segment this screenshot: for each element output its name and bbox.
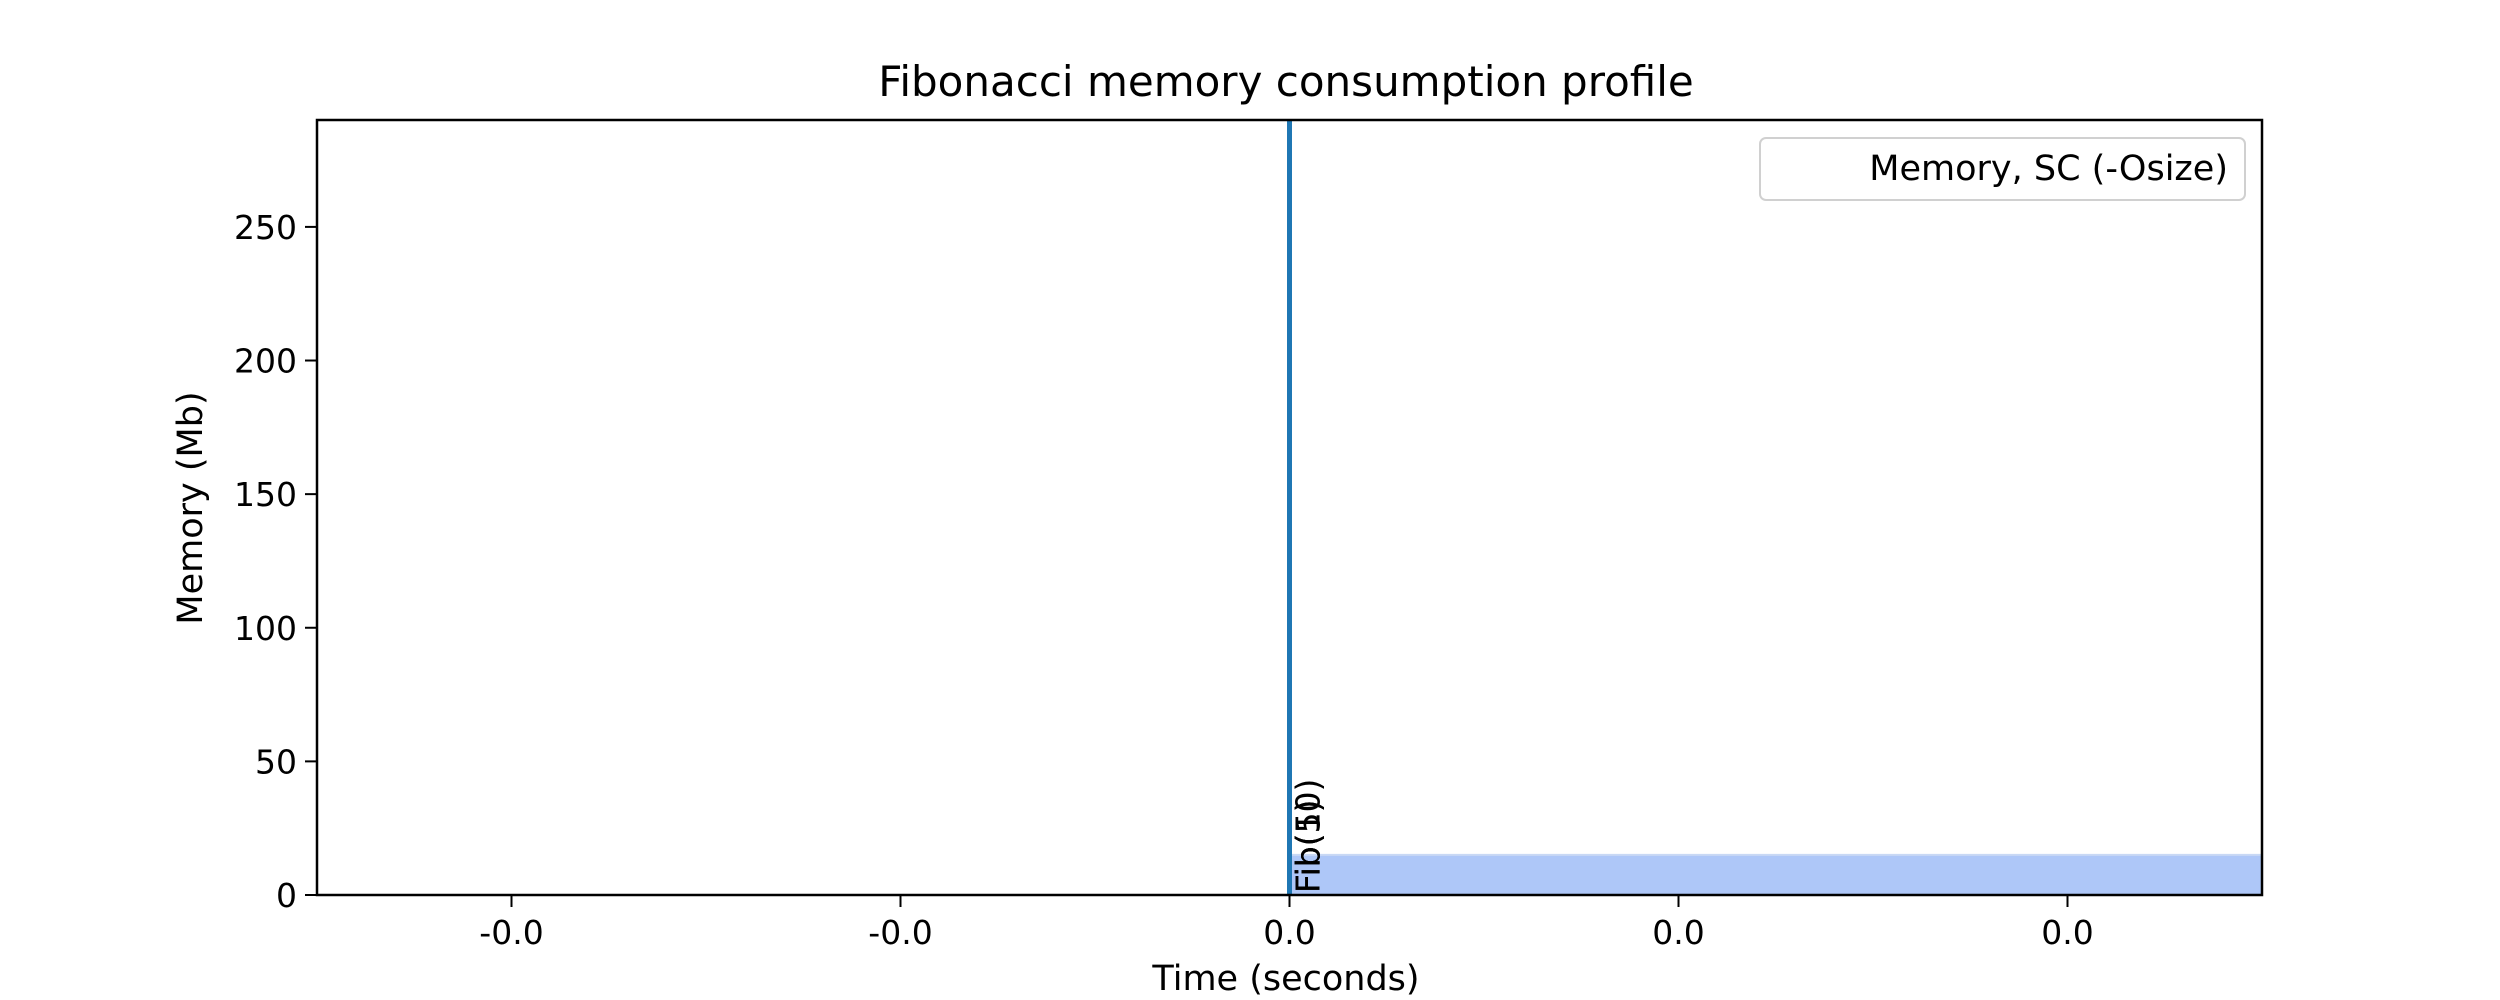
- x-tick-label: 0.0: [1652, 913, 1704, 952]
- y-tick-label: 50: [255, 742, 297, 781]
- y-tick-label: 200: [234, 342, 297, 381]
- y-axis: 0 50 100 150 200 250: [234, 208, 317, 915]
- y-tick-label: 100: [234, 609, 297, 648]
- annotation-label: Fib(1): [1289, 800, 1328, 893]
- x-axis: -0.0 -0.0 0.0 0.0 0.0: [479, 895, 2094, 952]
- annotation-label: Fib(5): [1289, 800, 1328, 893]
- plot-area: Fib(10)Fib(5)Fib(1): [315, 118, 2264, 897]
- y-axis-label: Memory (Mb): [171, 391, 211, 624]
- y-tick-label: 150: [234, 475, 297, 514]
- legend: Memory, SC (-Osize): [1759, 137, 2246, 201]
- legend-entry: Memory, SC (-Osize): [1869, 149, 2228, 189]
- chart-title: Fibonacci memory consumption profile: [878, 57, 1693, 106]
- y-tick-label: 250: [234, 208, 297, 247]
- legend-box: [1759, 137, 2246, 201]
- x-tick-label: -0.0: [868, 913, 932, 952]
- x-axis-label: Time (seconds): [1151, 959, 1419, 999]
- y-tick-label: 0: [276, 876, 297, 915]
- annotation-label: Fib(10): [1289, 779, 1328, 893]
- memory-fill-area: [1289, 854, 2262, 895]
- x-tick-label: -0.0: [479, 913, 543, 952]
- x-tick-label: 0.0: [2041, 913, 2093, 952]
- x-tick-label: 0.0: [1263, 913, 1315, 952]
